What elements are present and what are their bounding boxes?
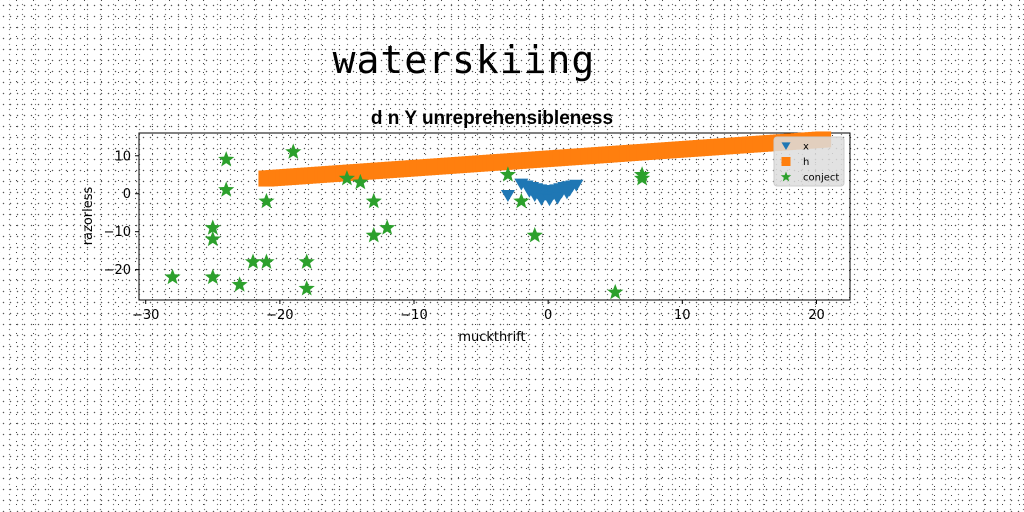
x-point bbox=[559, 187, 574, 200]
x-tick-label: −30 bbox=[132, 308, 159, 323]
legend-label: x bbox=[803, 142, 809, 153]
y-tick-label: −20 bbox=[104, 263, 131, 278]
y-tick-label: 10 bbox=[114, 149, 131, 164]
conject-point bbox=[164, 268, 181, 285]
conject-point bbox=[218, 181, 235, 197]
conject-point bbox=[204, 268, 221, 285]
conject-point bbox=[633, 166, 651, 182]
legend-marker bbox=[781, 142, 791, 151]
plot-marks bbox=[164, 131, 832, 300]
conject-point bbox=[244, 253, 262, 269]
legend-marker bbox=[780, 171, 792, 182]
conject-point bbox=[365, 192, 382, 209]
x-axis-label: muckthrift bbox=[458, 330, 525, 345]
conject-point bbox=[338, 170, 356, 186]
figure-suptitle: waterskiing bbox=[332, 38, 596, 82]
x-point bbox=[542, 194, 557, 207]
conject-point bbox=[513, 192, 530, 209]
conject-point bbox=[526, 226, 543, 243]
conject-point bbox=[218, 151, 235, 167]
conject-point bbox=[285, 143, 302, 159]
x-tick-label: 20 bbox=[808, 308, 825, 323]
conject-point bbox=[607, 283, 624, 300]
x-point bbox=[569, 179, 584, 192]
y-tick-label: −10 bbox=[104, 225, 131, 240]
conject-point bbox=[258, 192, 275, 209]
conject-point bbox=[298, 280, 315, 296]
chart-title: d n Y unreprehensibleness bbox=[371, 108, 613, 129]
conject-point bbox=[499, 166, 516, 182]
conject-point bbox=[365, 226, 382, 243]
legend-frame bbox=[773, 136, 845, 187]
legend: xh conject bbox=[773, 136, 845, 187]
axis-ticks: −30 −20 −10 0 10 20 −20 −10 0 10 bbox=[104, 149, 825, 323]
y-axis-label: razorless bbox=[81, 186, 96, 245]
x-point bbox=[550, 192, 565, 205]
x-tick-label: −20 bbox=[266, 308, 293, 323]
conject-point bbox=[231, 276, 248, 292]
x-point bbox=[500, 190, 515, 202]
conject-point bbox=[379, 219, 396, 235]
conject-point bbox=[204, 230, 221, 247]
conject-point bbox=[204, 219, 221, 235]
x-tick-label: 0 bbox=[544, 308, 552, 323]
legend-marker bbox=[781, 157, 791, 166]
conject-point bbox=[352, 173, 369, 190]
legend-label: conject bbox=[803, 173, 839, 184]
legend-label: h bbox=[803, 157, 809, 168]
plot-area bbox=[138, 132, 851, 301]
conject-point bbox=[298, 253, 315, 269]
y-tick-label: 0 bbox=[123, 187, 131, 202]
x-tick-label: 10 bbox=[674, 308, 691, 323]
conject-point bbox=[258, 253, 275, 269]
x-tick-label: −10 bbox=[400, 308, 427, 323]
